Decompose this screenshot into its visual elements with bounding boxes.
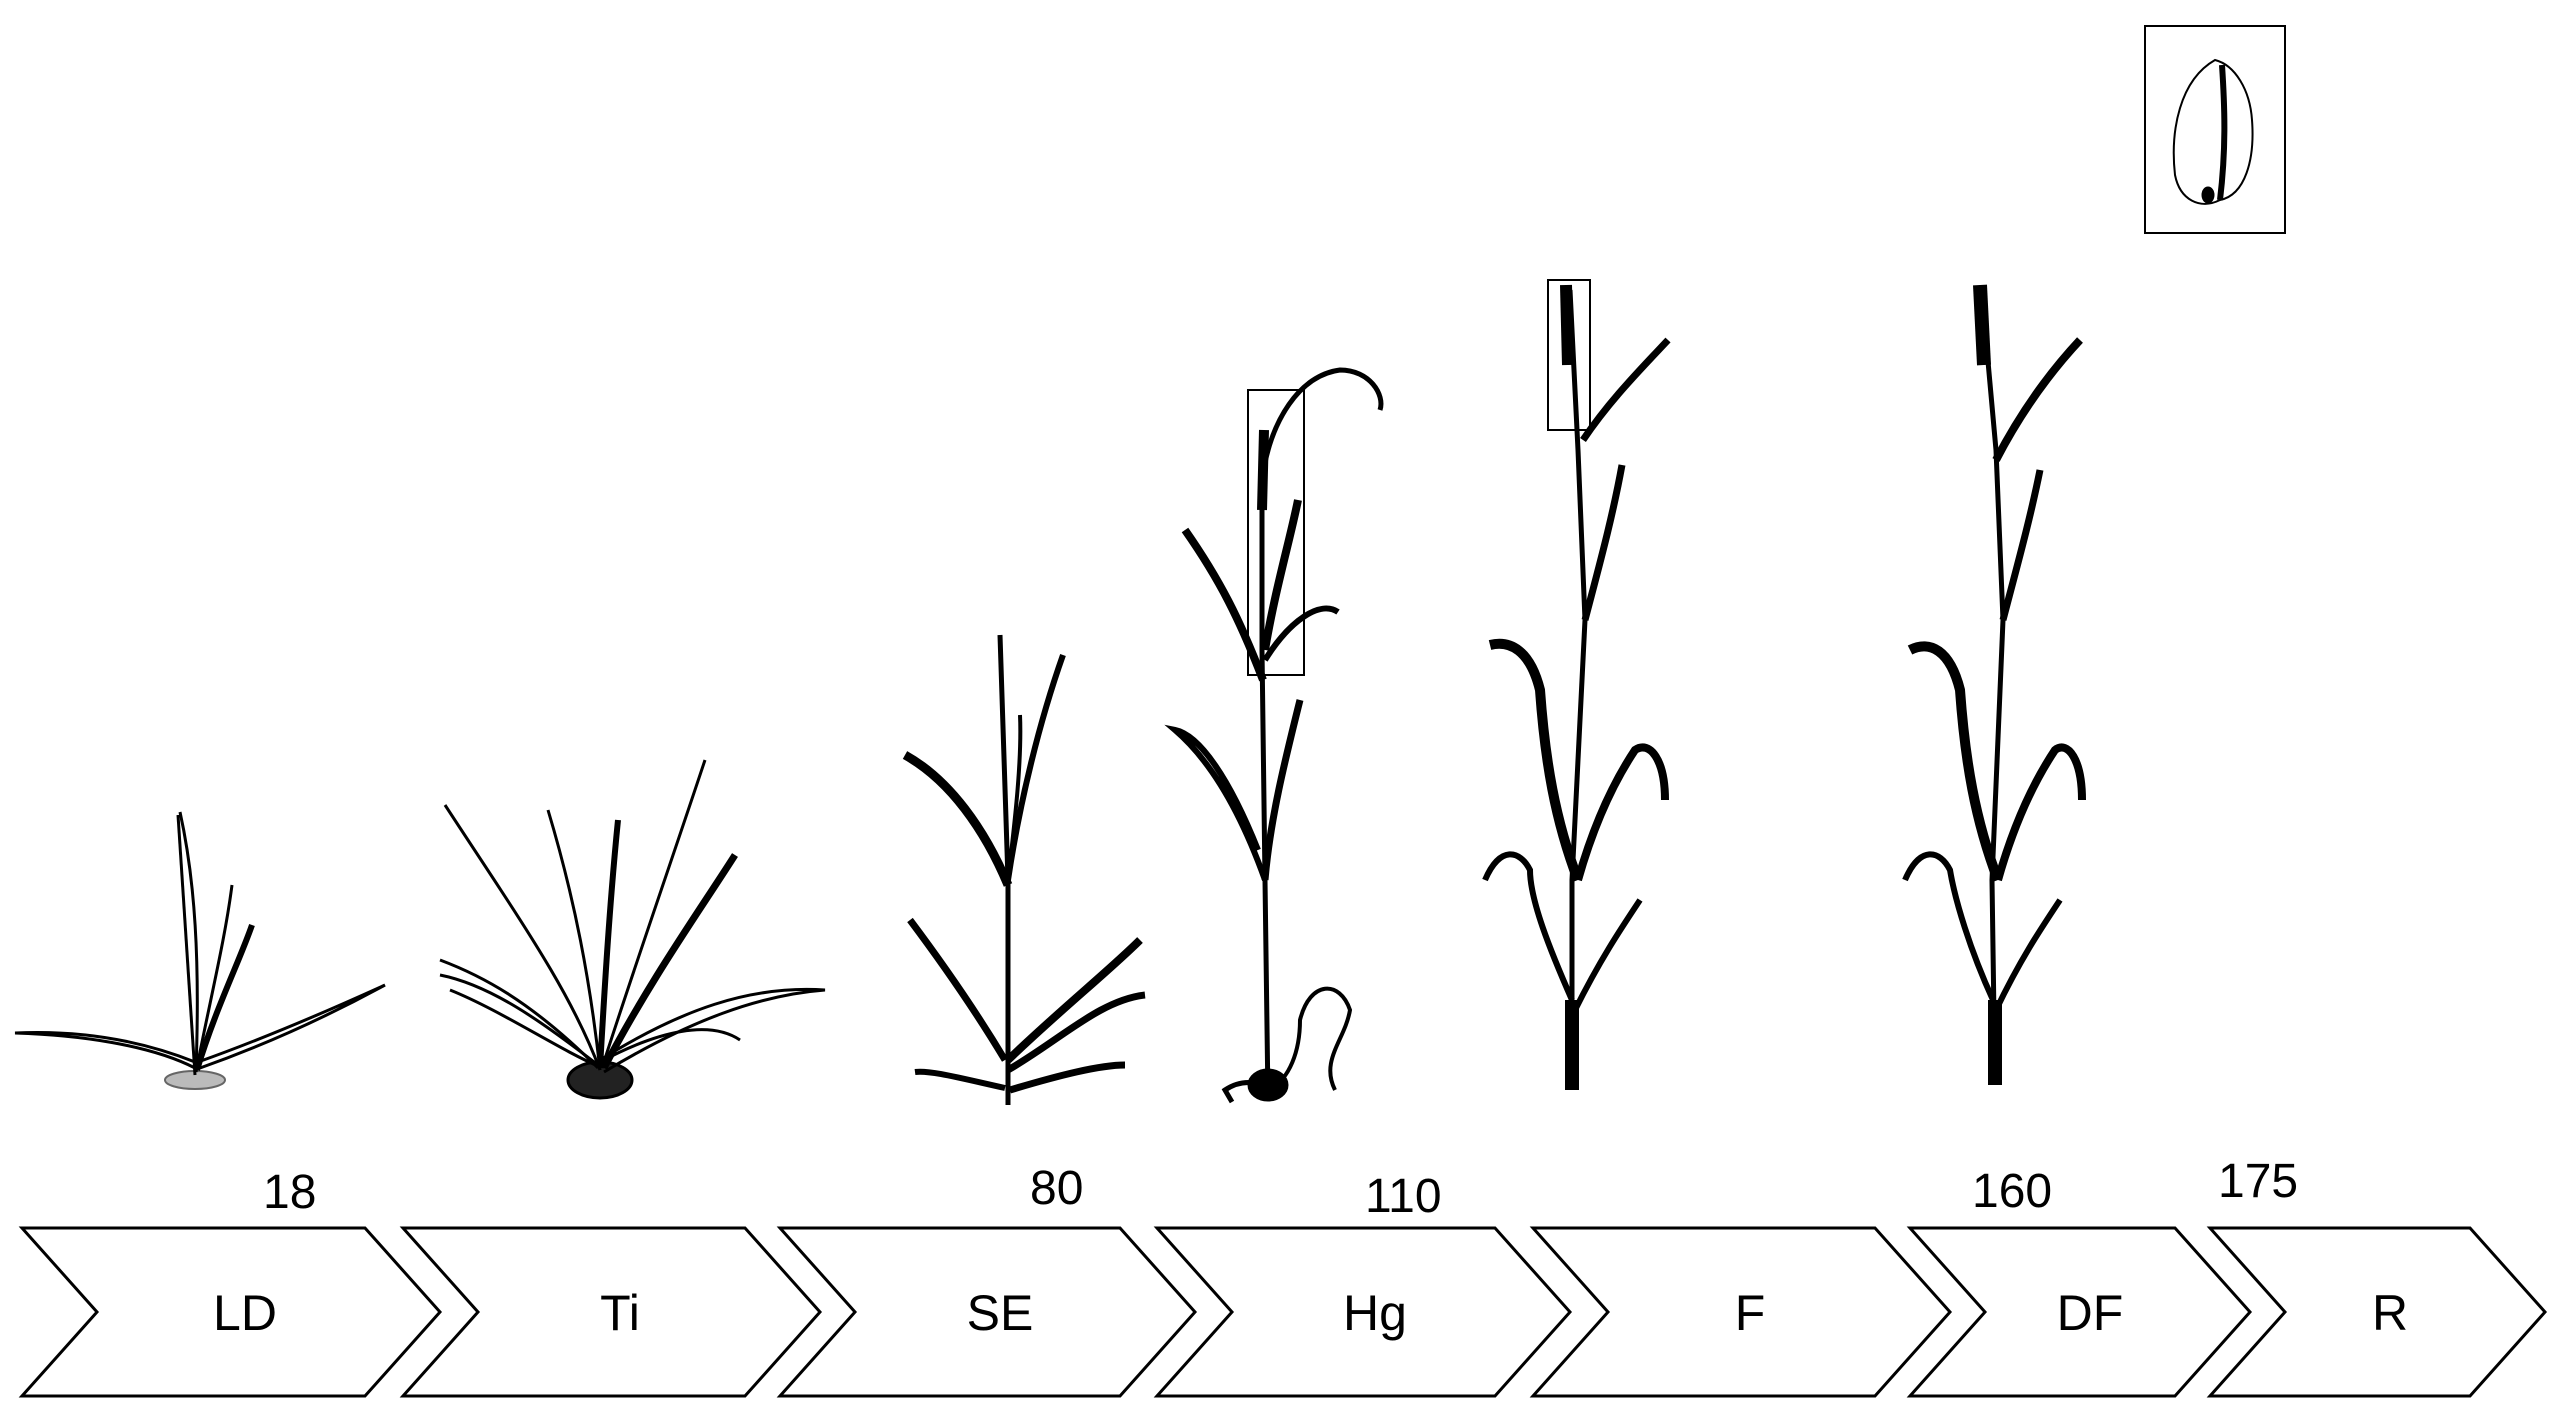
- stage-chevron-r: R: [2206, 1226, 2548, 1398]
- ear-highlight-box: [1547, 279, 1591, 431]
- stem-elongation-illustration: [902, 634, 1146, 1105]
- stage-chevron-se: SE: [776, 1226, 1198, 1398]
- day-label-160: 160: [1972, 1165, 2052, 1218]
- heading-illustration: [1164, 367, 1384, 1104]
- day-label-175: 175: [2218, 1155, 2298, 1208]
- stage-label-r: R: [2372, 1285, 2408, 1341]
- day-label-110: 110: [1365, 1170, 1442, 1223]
- stage-chevron-ld: LD: [18, 1226, 443, 1398]
- flowering-illustration: [1482, 279, 1671, 1090]
- tillering-illustration: [439, 759, 826, 1100]
- ear-highlight-box: [1247, 389, 1305, 676]
- stage-chevron-f: F: [1529, 1226, 1953, 1398]
- stage-chevron-df: DF: [1906, 1226, 2253, 1398]
- fruit-development-illustration: [1902, 284, 2086, 1086]
- day-label-18: 18: [263, 1166, 316, 1219]
- stage-label-ti: Ti: [600, 1285, 640, 1341]
- stage-label-ld: LD: [213, 1285, 277, 1341]
- stage-label-hg: Hg: [1343, 1285, 1407, 1341]
- grain-box: [2144, 25, 2286, 234]
- stage-label-df: DF: [2057, 1285, 2124, 1341]
- day-label-80: 80: [1030, 1162, 1083, 1215]
- stage-timeline: LD Ti SE Hg F DF R: [18, 1226, 2548, 1398]
- stage-label-f: F: [1735, 1285, 1766, 1341]
- stage-label-se: SE: [967, 1285, 1034, 1341]
- stage-chevron-hg: Hg: [1153, 1226, 1573, 1398]
- grain-illustration: [2144, 25, 2286, 234]
- seedling-illustration: [14, 811, 386, 1090]
- stage-chevron-ti: Ti: [399, 1226, 823, 1398]
